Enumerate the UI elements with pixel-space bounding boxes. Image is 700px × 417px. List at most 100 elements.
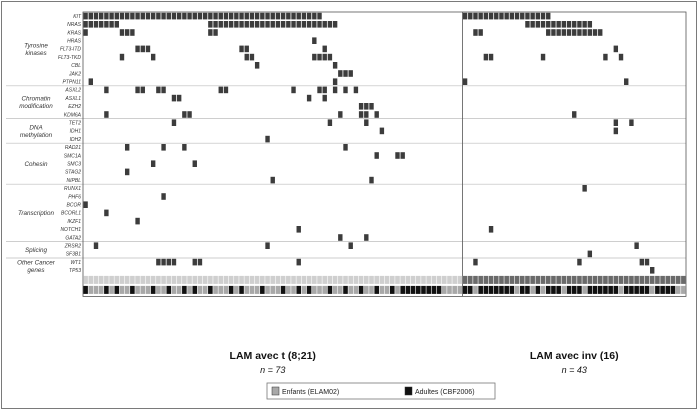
age-cell-0: [83, 285, 88, 294]
mutation-cell-kit-9: [130, 12, 135, 20]
cytogenetic-cell-76: [478, 275, 483, 284]
mutation-cell-kit-30: [239, 12, 244, 20]
cytogenetic-cell-45: [317, 275, 322, 284]
age-cell-85: [525, 285, 530, 294]
mutation-cell-sf3b1-97: [587, 250, 593, 258]
age-cell-102: [613, 285, 619, 294]
age-cell-13: [150, 285, 156, 294]
cytogenetic-cell-91: [556, 275, 561, 284]
mutation-cell-kit-41: [296, 12, 301, 20]
cytogenetic-cell-104: [623, 275, 629, 284]
mutation-cell-kit-35: [265, 12, 270, 20]
cytogenetic-cell-47: [327, 275, 333, 284]
cytogenetic-cell-37: [275, 275, 281, 284]
mutation-cell-jak2-49: [338, 70, 343, 77]
mutation-cell-kit-2: [93, 12, 99, 20]
mutation-cell-kit-43: [306, 12, 312, 20]
cytogenetic-cell-46: [322, 275, 328, 284]
age-cell-91: [556, 285, 561, 294]
cytogenetic-cell-33: [254, 275, 260, 284]
group-name-1: LAM avec inv (16): [530, 350, 619, 362]
mutation-cell-nras-91: [556, 21, 561, 28]
cytogenetic-cell-70: [447, 275, 452, 284]
age-cell-96: [582, 285, 587, 294]
mutation-cell-kit-88: [540, 12, 546, 20]
mutation-cell-ezh2-55: [369, 103, 374, 110]
mutation-cell-smc3-13: [150, 160, 156, 167]
mutation-cell-kit-73: [462, 12, 468, 20]
age-cell-79: [493, 285, 499, 294]
cytogenetic-cell-61: [400, 275, 405, 284]
age-cell-12: [145, 285, 151, 294]
age-cell-49: [338, 285, 343, 294]
age-cell-93: [566, 285, 572, 294]
category-label: Tyrosine: [24, 42, 48, 49]
cytogenetic-cell-23: [202, 275, 208, 284]
mutation-cell-tet2-105: [629, 119, 634, 126]
mutation-cell-bcor-0: [83, 201, 88, 208]
age-cell-54: [364, 285, 369, 294]
mutation-cell-kdm6a-53: [358, 111, 364, 118]
cytogenetic-cell-81: [504, 275, 509, 284]
cytogenetic-cell-38: [280, 275, 286, 284]
cytogenetic-cell-25: [213, 275, 218, 284]
mutation-cell-notch1-41: [296, 226, 301, 233]
age-cell-37: [275, 285, 281, 294]
mutation-cell-asxl2-40: [291, 86, 296, 94]
mutation-cell-nras-40: [291, 21, 296, 28]
mutation-cell-kit-75: [473, 12, 478, 20]
cytogenetic-cell-48: [332, 275, 338, 284]
mutation-cell-kit-28: [228, 12, 234, 20]
mutation-cell-idh2-35: [265, 135, 270, 143]
legend-swatch-1: [404, 386, 413, 396]
age-cell-100: [603, 285, 608, 294]
mutation-cell-asxl2-4: [104, 86, 109, 94]
age-cell-61: [400, 285, 405, 294]
age-cell-42: [301, 285, 307, 294]
cytogenetic-cell-68: [436, 275, 442, 284]
mutation-cell-kit-27: [223, 12, 229, 20]
age-cell-73: [462, 285, 468, 294]
cytogenetic-cell-109: [649, 275, 655, 284]
mutation-cell-nras-38: [280, 21, 286, 28]
mutation-cell-wt1-95: [577, 258, 582, 266]
mutation-cell-kit-80: [499, 12, 504, 20]
mutation-cell-flt3-tkd-78: [488, 53, 494, 61]
mutation-cell-nras-85: [525, 21, 530, 28]
age-cell-66: [426, 285, 431, 294]
cytogenetic-cell-108: [644, 275, 650, 284]
mutation-cell-zrsr2-35: [265, 242, 270, 249]
mutation-cell-nras-33: [254, 21, 260, 28]
mutation-cell-nras-46: [322, 21, 327, 28]
age-cell-78: [488, 285, 494, 294]
mutation-cell-kras-99: [598, 29, 603, 36]
cytogenetic-cell-64: [415, 275, 421, 284]
cytogenetic-cell-79: [493, 275, 499, 284]
age-cell-38: [280, 285, 286, 294]
mutation-cell-kras-75: [473, 29, 478, 36]
mutation-cell-asxl2-46: [322, 86, 327, 94]
mutation-cell-nras-95: [577, 21, 582, 28]
mutation-cell-nras-0: [83, 21, 88, 28]
cytogenetic-cell-11: [140, 275, 146, 284]
cytogenetic-cell-7: [119, 275, 125, 284]
mutation-cell-kras-24: [208, 29, 213, 36]
mutation-cell-flt3-tkd-7: [119, 53, 125, 61]
cytogenetic-cell-62: [405, 275, 411, 284]
age-cell-71: [452, 285, 457, 294]
age-cell-6: [114, 285, 120, 294]
age-cell-57: [379, 285, 385, 294]
mutation-cell-kras-98: [592, 29, 598, 36]
mutation-cell-nras-86: [530, 21, 535, 28]
mutation-cell-tp53-109: [650, 267, 655, 274]
mutation-cell-kit-83: [514, 12, 520, 20]
cytogenetic-cell-19: [182, 275, 187, 284]
age-cell-56: [374, 285, 380, 294]
cytogenetic-cell-30: [239, 275, 244, 284]
mutation-cell-kit-8: [124, 12, 130, 20]
cytogenetic-cell-15: [161, 275, 166, 284]
gene-label-kdm6a: KDM6A: [64, 112, 82, 118]
mutation-cell-jak2-51: [348, 70, 353, 77]
age-cell-83: [514, 285, 520, 294]
mutation-cell-nras-29: [234, 21, 239, 28]
